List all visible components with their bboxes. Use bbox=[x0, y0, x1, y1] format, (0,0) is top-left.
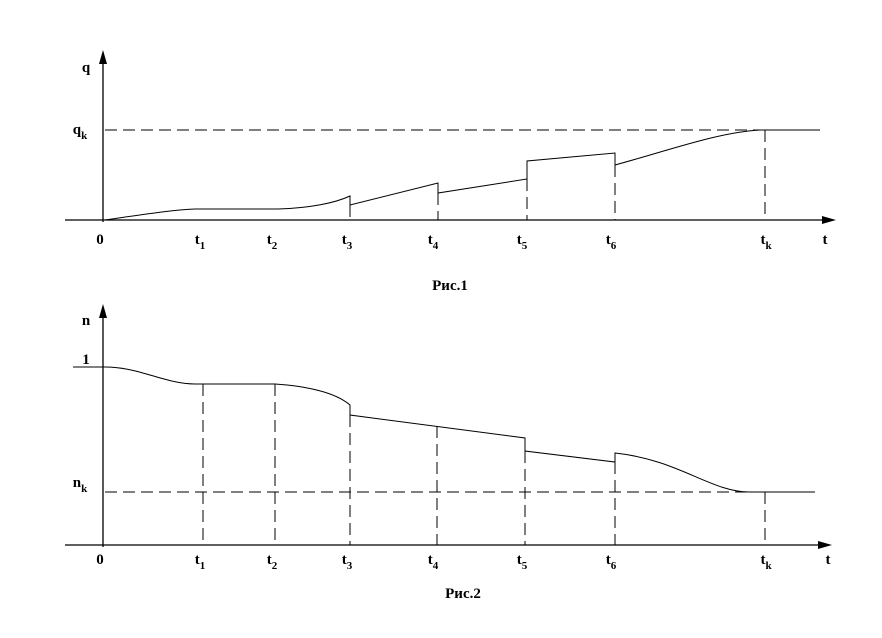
label: t1 bbox=[195, 232, 206, 252]
label-sub: 4 bbox=[433, 240, 439, 252]
arrow bbox=[99, 50, 107, 64]
label-base: t bbox=[517, 552, 522, 568]
label-sub: 6 bbox=[611, 560, 617, 572]
figure-2 bbox=[65, 304, 832, 549]
curve bbox=[104, 366, 765, 493]
label-base: t bbox=[428, 552, 433, 568]
label: t3 bbox=[342, 552, 353, 572]
arrow bbox=[818, 541, 832, 549]
label-base: 0 bbox=[96, 552, 104, 568]
drop-lines bbox=[349, 130, 766, 220]
label: n bbox=[82, 313, 91, 329]
label: 0 bbox=[96, 232, 104, 248]
label-sub: 1 bbox=[200, 560, 206, 572]
label: nk bbox=[73, 475, 88, 495]
label-sub: 1 bbox=[200, 240, 206, 252]
label-base: t bbox=[428, 232, 433, 248]
label: t bbox=[823, 232, 828, 248]
label-base: q bbox=[73, 122, 82, 138]
label: 1 bbox=[82, 352, 90, 368]
arrow bbox=[99, 304, 107, 318]
label-sub: 5 bbox=[522, 560, 528, 572]
label: t5 bbox=[517, 552, 528, 572]
drop-lines bbox=[202, 384, 766, 545]
label-base: 0 bbox=[96, 232, 104, 248]
label-sub: k bbox=[765, 560, 772, 572]
label-sub: 6 bbox=[611, 240, 617, 252]
label: t2 bbox=[267, 232, 278, 252]
label: t1 bbox=[195, 552, 206, 572]
label: t6 bbox=[606, 232, 617, 252]
label: tk bbox=[760, 232, 772, 252]
label-base: t bbox=[606, 232, 611, 248]
label-sub: 5 bbox=[522, 240, 528, 252]
label-base: t bbox=[760, 552, 765, 568]
label-base: t bbox=[342, 232, 347, 248]
label: Рис.2 bbox=[445, 586, 481, 602]
figure-1 bbox=[65, 50, 836, 224]
label: t4 bbox=[428, 232, 439, 252]
label: t3 bbox=[342, 232, 353, 252]
label-base: t bbox=[195, 232, 200, 248]
label-sub: 3 bbox=[347, 560, 353, 572]
label-base: t bbox=[342, 552, 347, 568]
label: t4 bbox=[428, 552, 439, 572]
label-base: t bbox=[606, 552, 611, 568]
arrow bbox=[822, 216, 836, 224]
curve bbox=[104, 129, 761, 221]
label-sub: 3 bbox=[347, 240, 353, 252]
label-base: t bbox=[195, 552, 200, 568]
label-base: t bbox=[760, 232, 765, 248]
label: 0 bbox=[96, 552, 104, 568]
label: qk bbox=[73, 122, 88, 142]
label-sub: 2 bbox=[272, 560, 278, 572]
label: Рис.1 bbox=[432, 278, 468, 294]
label-sub: 2 bbox=[272, 240, 278, 252]
label-sub: k bbox=[81, 130, 88, 142]
label-base: t bbox=[517, 232, 522, 248]
label: t6 bbox=[606, 552, 617, 572]
label-sub: k bbox=[765, 240, 772, 252]
label: t bbox=[826, 552, 831, 568]
label: t5 bbox=[517, 232, 528, 252]
label: tk bbox=[760, 552, 772, 572]
label: t2 bbox=[267, 552, 278, 572]
label-base: t bbox=[267, 552, 272, 568]
label-base: n bbox=[73, 475, 82, 491]
label-base: t bbox=[267, 232, 272, 248]
label: q bbox=[82, 60, 91, 76]
label-sub: k bbox=[81, 483, 88, 495]
label-sub: 4 bbox=[433, 560, 439, 572]
